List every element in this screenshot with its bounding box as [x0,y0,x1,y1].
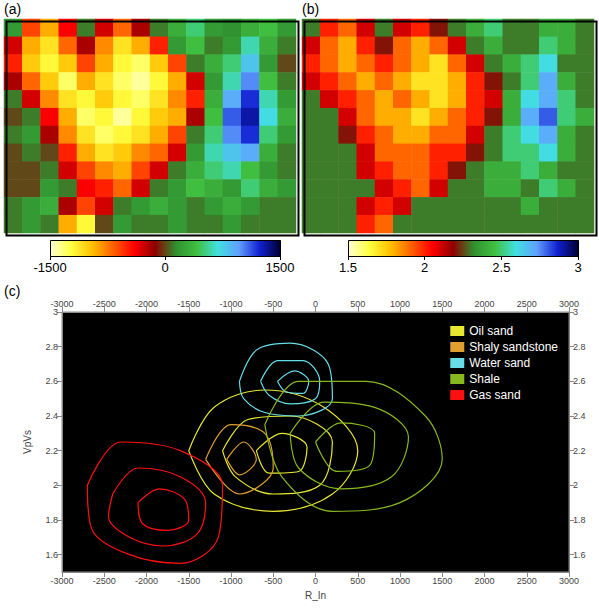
svg-text:-3000: -3000 [50,576,73,586]
svg-text:Shale: Shale [469,372,500,386]
svg-text:-3000: -3000 [50,299,73,309]
svg-text:-2500: -2500 [93,576,116,586]
svg-text:3: 3 [53,307,58,317]
svg-text:3000: 3000 [559,299,579,309]
svg-text:1.6: 1.6 [45,550,58,560]
svg-text:1500: 1500 [432,299,452,309]
svg-text:2.8: 2.8 [45,342,58,352]
svg-text:2.6: 2.6 [573,376,586,386]
svg-text:-500: -500 [264,299,282,309]
svg-text:500: 500 [350,299,365,309]
svg-text:-2000: -2000 [135,576,158,586]
svg-text:-1000: -1000 [219,576,242,586]
svg-text:-500: -500 [264,576,282,586]
svg-text:3: 3 [573,307,578,317]
svg-text:Oil sand: Oil sand [469,324,513,338]
svg-text:1.6: 1.6 [573,550,586,560]
svg-text:1.8: 1.8 [573,515,586,525]
svg-text:2.6: 2.6 [45,376,58,386]
svg-text:2.2: 2.2 [573,446,586,456]
svg-text:2000: 2000 [474,576,494,586]
svg-text:2.8: 2.8 [573,342,586,352]
svg-text:2.4: 2.4 [573,411,586,421]
svg-text:-1000: -1000 [219,299,242,309]
svg-text:2.4: 2.4 [45,411,58,421]
svg-text:Water sand: Water sand [469,356,530,370]
svg-text:0: 0 [313,299,318,309]
svg-text:Gas sand: Gas sand [469,388,520,402]
svg-text:(b): (b) [302,1,319,17]
svg-text:1500: 1500 [432,576,452,586]
svg-text:-1500: -1500 [177,299,200,309]
svg-text:1500: 1500 [266,260,295,275]
svg-text:3000: 3000 [559,576,579,586]
svg-text:-1500: -1500 [33,260,66,275]
svg-text:2: 2 [53,480,58,490]
svg-text:500: 500 [350,576,365,586]
svg-text:1.8: 1.8 [45,515,58,525]
svg-text:-1500: -1500 [177,576,200,586]
svg-text:2.2: 2.2 [45,446,58,456]
svg-text:3: 3 [574,260,581,275]
svg-text:-2500: -2500 [93,299,116,309]
svg-text:VpVs: VpVs [22,430,33,454]
svg-text:(c): (c) [4,283,20,299]
svg-text:2500: 2500 [517,576,537,586]
svg-text:2: 2 [421,260,428,275]
svg-text:2: 2 [573,480,578,490]
svg-text:2.5: 2.5 [492,260,510,275]
svg-text:1000: 1000 [390,576,410,586]
svg-text:1000: 1000 [390,299,410,309]
svg-text:1.5: 1.5 [339,260,357,275]
svg-text:R_In: R_In [305,590,326,601]
svg-text:0: 0 [313,576,318,586]
svg-text:(a): (a) [4,1,21,17]
svg-text:0: 0 [161,260,168,275]
svg-text:-2000: -2000 [135,299,158,309]
svg-text:2500: 2500 [517,299,537,309]
svg-text:2000: 2000 [474,299,494,309]
svg-text:Shaly sandstone: Shaly sandstone [469,340,558,354]
